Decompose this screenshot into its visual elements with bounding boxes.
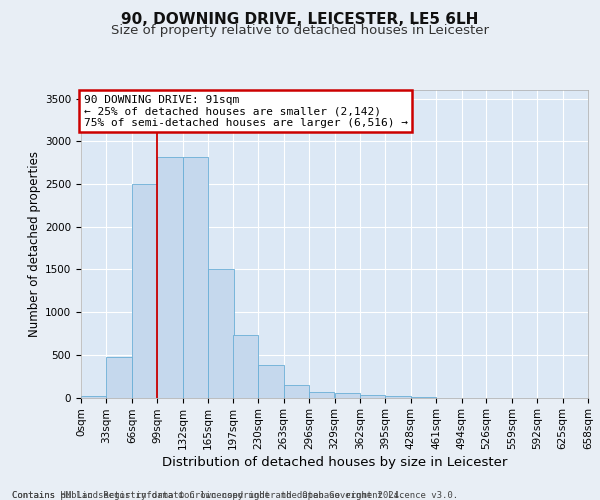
Bar [258,365,284,398]
Text: Size of property relative to detached houses in Leicester: Size of property relative to detached ho… [111,24,489,37]
Bar [360,394,385,398]
Text: 90 DOWNING DRIVE: 91sqm
← 25% of detached houses are smaller (2,142)
75% of semi: 90 DOWNING DRIVE: 91sqm ← 25% of detache… [83,94,407,128]
Bar [385,396,411,398]
Bar [157,156,183,398]
Text: Contains public sector information licensed under the Open Government Licence v3: Contains public sector information licen… [12,480,458,500]
Text: Contains HM Land Registry data © Crown copyright and database right 2024.: Contains HM Land Registry data © Crown c… [12,490,404,500]
Bar [284,384,309,398]
Bar [132,184,157,398]
Bar [183,156,208,398]
Bar [233,335,258,398]
Bar [81,396,106,398]
Bar [106,356,132,398]
X-axis label: Distribution of detached houses by size in Leicester: Distribution of detached houses by size … [162,456,507,469]
Text: 90, DOWNING DRIVE, LEICESTER, LE5 6LH: 90, DOWNING DRIVE, LEICESTER, LE5 6LH [121,12,479,28]
Y-axis label: Number of detached properties: Number of detached properties [28,151,41,337]
Bar [335,393,360,398]
Bar [309,392,335,398]
Bar [208,270,233,398]
